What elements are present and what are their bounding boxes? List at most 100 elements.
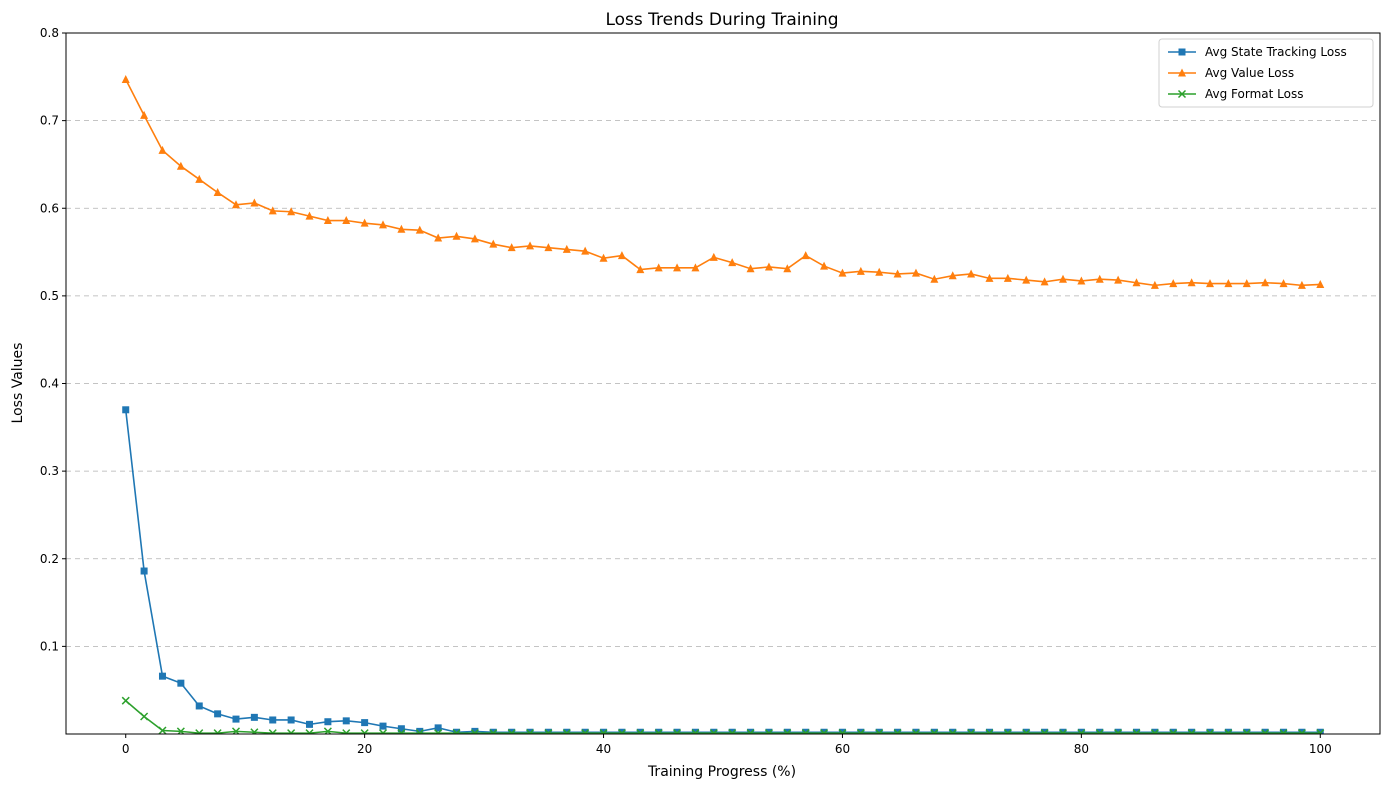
- data-point: [1279, 279, 1288, 288]
- data-point: [1040, 277, 1049, 286]
- data-point: [985, 273, 994, 282]
- data-point: [930, 729, 939, 734]
- data-point: [1316, 279, 1325, 288]
- data-point: [875, 729, 884, 734]
- data-point: [893, 729, 902, 734]
- data-point: [893, 269, 902, 278]
- data-point: [691, 729, 700, 734]
- data-point: [728, 728, 736, 734]
- data-point: [747, 728, 755, 734]
- data-point: [379, 220, 388, 229]
- data-point: [912, 728, 920, 734]
- data-point: [1151, 728, 1159, 734]
- data-point: [415, 225, 424, 234]
- y-tick-label: 0.6: [40, 201, 59, 215]
- data-point: [1114, 729, 1123, 734]
- data-point: [232, 715, 240, 723]
- data-point: [581, 246, 590, 255]
- data-point: [636, 729, 645, 734]
- data-point: [1132, 278, 1141, 287]
- legend-entry: Avg State Tracking Loss: [1205, 45, 1347, 59]
- data-point: [489, 729, 498, 734]
- data-point: [801, 729, 810, 734]
- data-point: [213, 187, 222, 196]
- data-point: [397, 725, 405, 733]
- data-point: [250, 713, 258, 721]
- data-point: [250, 198, 259, 207]
- data-point: [911, 729, 920, 734]
- data-point: [728, 258, 737, 267]
- data-point: [489, 728, 497, 734]
- data-point: [470, 729, 479, 734]
- data-point: [746, 264, 755, 273]
- data-point: [1206, 728, 1214, 734]
- data-point: [526, 728, 534, 734]
- data-point: [453, 728, 461, 734]
- data-point: [324, 718, 332, 726]
- data-point: [544, 728, 552, 734]
- data-point: [287, 207, 296, 216]
- data-point: [544, 729, 553, 734]
- data-point: [1187, 278, 1196, 287]
- data-point: [1297, 280, 1306, 289]
- gridlines: [66, 120, 1380, 647]
- data-point: [1003, 273, 1012, 282]
- data-point: [122, 406, 130, 414]
- data-point: [617, 729, 626, 734]
- data-point: [691, 728, 699, 734]
- data-point: [1059, 728, 1067, 734]
- y-tick-label: 0.2: [40, 552, 59, 566]
- data-point: [526, 729, 535, 734]
- data-point: [838, 728, 846, 734]
- series-layer: [121, 74, 1325, 734]
- data-point: [360, 218, 369, 227]
- legend-box: [1158, 38, 1374, 108]
- data-point: [195, 702, 203, 710]
- x-axis-ticks: 0 20 40 60 80 100: [122, 734, 1332, 756]
- data-point: [1022, 728, 1030, 734]
- data-point: [1316, 729, 1325, 734]
- data-point: [121, 74, 130, 83]
- data-point: [415, 729, 424, 734]
- data-point: [1316, 728, 1324, 734]
- data-point: [177, 679, 185, 687]
- data-point: [563, 728, 571, 734]
- data-point: [691, 263, 700, 272]
- data-point: [857, 728, 865, 734]
- y-tick-label: 0.5: [40, 289, 59, 303]
- data-point: [214, 710, 222, 718]
- data-point: [655, 728, 663, 734]
- data-point: [1279, 729, 1288, 734]
- data-point: [195, 174, 204, 183]
- data-point: [1169, 729, 1178, 734]
- data-point: [1169, 279, 1178, 288]
- data-point: [1040, 729, 1049, 734]
- data-point: [544, 243, 553, 252]
- legend-entry: Avg Format Loss: [1205, 87, 1303, 101]
- x-axis-label: Training Progress (%): [647, 764, 796, 780]
- data-point: [158, 672, 166, 680]
- data-point: [728, 729, 737, 734]
- data-point: [342, 717, 350, 725]
- data-point: [930, 274, 939, 283]
- data-point: [1261, 278, 1270, 287]
- series-2: [121, 696, 1325, 734]
- y-axis-ticks: 0.1 0.2 0.3 0.4 0.5 0.6 0.7 0.8: [40, 26, 66, 653]
- data-point: [1243, 728, 1251, 734]
- data-point: [140, 110, 149, 119]
- chart-title: Loss Trends During Training: [605, 10, 838, 30]
- data-point: [1206, 279, 1215, 288]
- data-point: [306, 720, 314, 728]
- data-point: [673, 728, 681, 734]
- y-tick-label: 0.3: [40, 464, 59, 478]
- data-point: [600, 728, 608, 734]
- legend-marker: [1177, 89, 1187, 99]
- y-tick-label: 0.7: [40, 114, 59, 128]
- data-point: [507, 729, 516, 734]
- data-point: [1003, 729, 1012, 734]
- data-point: [287, 716, 295, 724]
- data-point: [508, 728, 516, 734]
- data-point: [379, 722, 387, 730]
- data-point: [489, 239, 498, 248]
